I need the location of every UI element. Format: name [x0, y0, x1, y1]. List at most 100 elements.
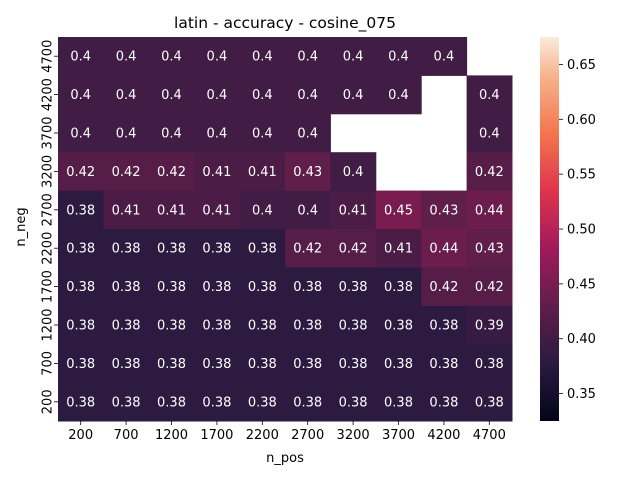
- cell-value-label: 0.4: [70, 127, 91, 142]
- cell-value-label: 0.4: [297, 203, 318, 218]
- heatmap-cell: [148, 113, 195, 153]
- heatmap-cell: [285, 152, 331, 192]
- y-tick-label: 2200: [41, 232, 56, 265]
- cell-value-label: 0.4: [207, 88, 228, 103]
- heatmap-cell: [194, 152, 241, 192]
- cell-value-label: 0.4: [479, 127, 500, 142]
- heatmap-cell: [103, 190, 150, 230]
- cell-value-label: 0.4: [116, 50, 137, 65]
- x-tick-label: 700: [114, 428, 139, 443]
- heatmap-cell: [58, 229, 104, 268]
- cell-value-label: 0.38: [248, 280, 277, 295]
- colorbar-tick-label: 0.55: [567, 168, 596, 183]
- heatmap-cell: [239, 229, 286, 268]
- heatmap-cell: [194, 75, 241, 115]
- cell-value-label: 0.4: [343, 88, 364, 103]
- cell-value-label: 0.42: [475, 165, 504, 180]
- heatmap-cell: [330, 229, 377, 268]
- heatmap-cell: [239, 190, 286, 230]
- cell-value-label: 0.38: [157, 319, 186, 334]
- cell-value-label: 0.43: [293, 165, 322, 180]
- cell-value-label: 0.4: [116, 88, 137, 103]
- cell-value-label: 0.38: [248, 395, 277, 410]
- heatmap-cell: [58, 190, 104, 230]
- cell-value-label: 0.42: [429, 280, 458, 295]
- heatmap-cell: [285, 344, 331, 384]
- y-tick-label: 1700: [41, 270, 56, 303]
- heatmap-cell: [421, 305, 468, 345]
- heatmap-cell: [375, 344, 422, 384]
- cell-value-label: 0.42: [66, 165, 95, 180]
- cell-value-label: 0.38: [202, 357, 231, 372]
- heatmap-cell: [330, 37, 377, 76]
- heatmap-cell: [466, 305, 513, 345]
- cell-value-label: 0.41: [339, 203, 368, 218]
- heatmap-cell: [330, 305, 377, 345]
- cell-value-label: 0.38: [157, 357, 186, 372]
- heatmap-cell: [285, 190, 331, 230]
- cell-value-label: 0.38: [384, 357, 413, 372]
- cell-value-label: 0.38: [202, 395, 231, 410]
- cell-value-label: 0.42: [475, 280, 504, 295]
- heatmap-cell: [421, 267, 468, 307]
- cell-value-label: 0.38: [202, 280, 231, 295]
- heatmap-cell: [148, 75, 195, 115]
- heatmap-cell: [375, 190, 422, 230]
- cell-value-label: 0.38: [66, 357, 95, 372]
- heatmap-cell: [330, 152, 377, 192]
- heatmap-cell: [375, 382, 422, 422]
- cell-value-label: 0.4: [388, 88, 409, 103]
- heatmap-cell: [194, 305, 241, 345]
- heatmap-cell: [466, 344, 513, 384]
- heatmap-cell: [285, 382, 331, 422]
- heatmap-cell: [330, 190, 377, 230]
- y-axis-title: n_neg: [14, 207, 29, 246]
- heatmap-cell: [421, 37, 468, 76]
- cell-value-label: 0.38: [112, 395, 141, 410]
- y-tick-label: 200: [41, 389, 56, 414]
- cell-value-label: 0.4: [207, 50, 228, 65]
- heatmap-cell: [239, 267, 286, 307]
- cell-value-label: 0.41: [157, 203, 186, 218]
- y-tick-label: 3200: [41, 155, 56, 188]
- cell-value-label: 0.4: [116, 127, 137, 142]
- heatmap-cell: [148, 229, 195, 268]
- cell-value-label: 0.4: [161, 127, 182, 142]
- heatmap-cell: [194, 267, 241, 307]
- heatmap-cell: [58, 75, 104, 115]
- heatmap-cell: [148, 382, 195, 422]
- cell-value-label: 0.38: [202, 319, 231, 334]
- heatmap-cell: [103, 229, 150, 268]
- heatmap-cell: [466, 75, 513, 115]
- heatmap-cell: [375, 37, 422, 76]
- cell-value-label: 0.4: [297, 50, 318, 65]
- heatmap-cell: [103, 37, 150, 76]
- heatmap-cell: [103, 75, 150, 115]
- cell-value-label: 0.44: [429, 242, 458, 257]
- heatmap-cell: [421, 190, 468, 230]
- cell-value-label: 0.4: [252, 203, 273, 218]
- cell-value-label: 0.4: [388, 50, 409, 65]
- cell-value-label: 0.38: [248, 242, 277, 257]
- cell-value-label: 0.43: [475, 242, 504, 257]
- heatmap-cell: [239, 75, 286, 115]
- cell-value-label: 0.38: [384, 280, 413, 295]
- heatmap-cell: [148, 267, 195, 307]
- y-tick-label: 1200: [41, 308, 56, 341]
- cell-value-label: 0.38: [112, 242, 141, 257]
- cell-value-label: 0.38: [293, 319, 322, 334]
- x-tick-label: 4200: [427, 428, 460, 443]
- heatmap-cell: [194, 113, 241, 153]
- heatmap-cell: [239, 113, 286, 153]
- heatmap-cell: [421, 344, 468, 384]
- cell-value-label: 0.38: [157, 395, 186, 410]
- heatmap-cell: [285, 267, 331, 307]
- heatmap-cell: [58, 113, 104, 153]
- heatmap-cell: [194, 190, 241, 230]
- heatmap-cell: [58, 344, 104, 384]
- heatmap-cell: [103, 382, 150, 422]
- heatmap-cell: [330, 344, 377, 384]
- cell-value-label: 0.4: [297, 127, 318, 142]
- x-tick-label: 4700: [473, 428, 506, 443]
